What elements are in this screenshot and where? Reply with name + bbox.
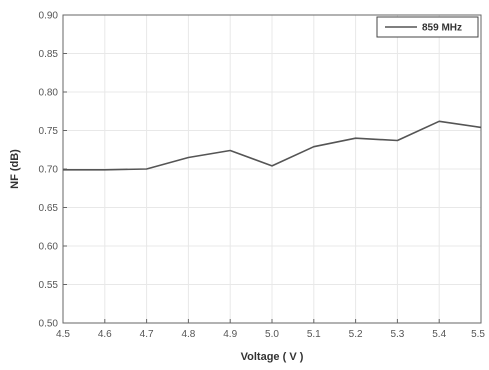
y-tick-label: 0.85 [39, 49, 59, 60]
x-axis-title: Voltage ( V ) [241, 351, 304, 363]
y-axis-title: NF (dB) [9, 149, 21, 189]
y-tick-label: 0.75 [39, 126, 59, 137]
y-tick-label: 0.65 [39, 203, 59, 214]
x-tick-label: 4.5 [56, 329, 70, 340]
legend-label-859mhz: 859 MHz [422, 23, 462, 34]
x-tick-label: 5.1 [307, 329, 321, 340]
x-tick-label: 4.7 [140, 329, 154, 340]
y-tick-label: 0.50 [39, 319, 59, 330]
y-tick-label: 0.55 [39, 280, 59, 291]
y-tick-label: 0.70 [39, 165, 59, 176]
x-tick-label: 4.8 [181, 329, 195, 340]
grid-lines [63, 15, 481, 323]
y-tick-label: 0.80 [39, 88, 59, 99]
x-tick-label: 4.6 [98, 329, 112, 340]
x-tick-label: 5.3 [390, 329, 404, 340]
x-tick-label: 5.5 [471, 329, 485, 340]
series-layer [63, 120, 482, 171]
x-tick-label: 5.0 [265, 329, 279, 340]
x-tick-label: 5.4 [432, 329, 446, 340]
y-tick-label: 0.90 [39, 11, 59, 22]
y-tick-label: 0.60 [39, 242, 59, 253]
x-axis-ticks: 4.5 4.6 4.7 4.8 4.9 5.0 5.1 5.2 5.3 5.4 5.5 [56, 319, 485, 340]
x-tick-label: 4.9 [223, 329, 237, 340]
legend: 859 MHz [376, 16, 479, 38]
series-line-0 [63, 120, 482, 171]
x-tick-label: 5.2 [349, 329, 363, 340]
legend-box [376, 16, 479, 38]
